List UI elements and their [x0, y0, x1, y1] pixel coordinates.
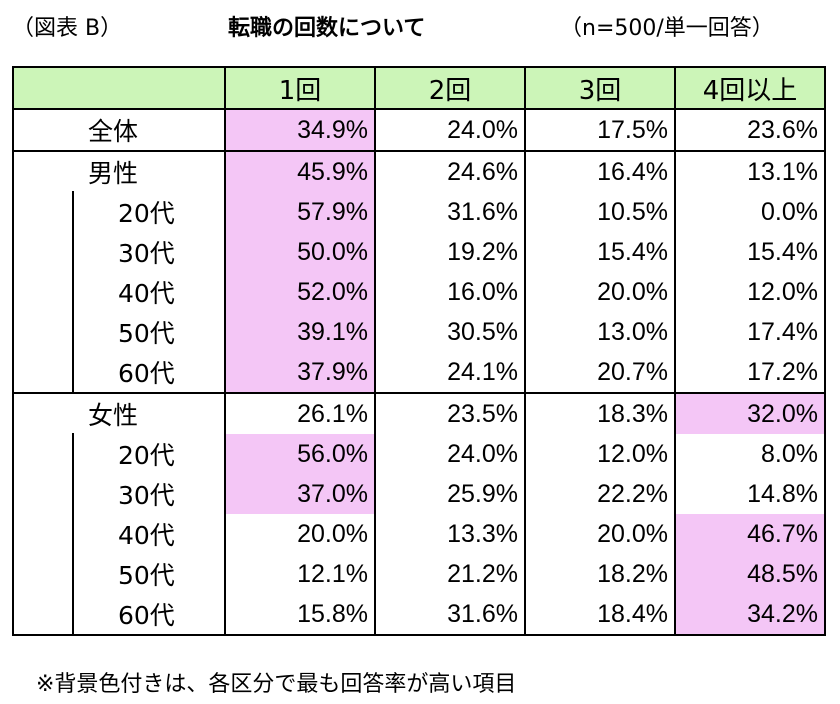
row-label: 男性 — [12, 150, 226, 192]
value-cell: 23.5% — [374, 392, 526, 434]
table-row: 女性 26.1% 23.5% 18.3% 32.0% — [12, 392, 826, 434]
value-cell: 8.0% — [674, 434, 826, 474]
value-cell: 15.4% — [524, 232, 676, 272]
value-cell: 18.3% — [524, 392, 676, 434]
value-cell: 17.4% — [674, 312, 826, 352]
value-cell: 15.4% — [674, 232, 826, 272]
value-cell: 46.7% — [674, 514, 826, 554]
value-cell: 18.2% — [524, 554, 676, 594]
table-row: 20代 56.0% 24.0% 12.0% 8.0% — [12, 434, 826, 474]
value-cell: 39.1% — [224, 312, 376, 352]
value-cell: 18.4% — [524, 594, 676, 636]
value-cell: 34.2% — [674, 594, 826, 636]
value-cell: 24.0% — [374, 108, 526, 151]
corner-cell — [12, 66, 226, 110]
row-label: 全体 — [12, 108, 226, 151]
value-cell: 45.9% — [224, 150, 376, 192]
value-cell: 37.9% — [224, 352, 376, 393]
value-cell: 16.4% — [524, 150, 676, 192]
value-cell: 50.0% — [224, 232, 376, 272]
table-row: 30代 50.0% 19.2% 15.4% 15.4% — [12, 232, 826, 272]
value-cell: 20.7% — [524, 352, 676, 393]
row-label: 60代 — [12, 594, 226, 636]
footnote: ※背景色付きは、各区分で最も回答率が高い項目 — [36, 672, 517, 697]
row-label: 30代 — [12, 232, 226, 272]
table-row: 40代 52.0% 16.0% 20.0% 12.0% — [12, 272, 826, 312]
value-cell: 21.2% — [374, 554, 526, 594]
value-cell: 17.2% — [674, 352, 826, 393]
row-label: 50代 — [12, 554, 226, 594]
value-cell: 13.0% — [524, 312, 676, 352]
value-cell: 24.1% — [374, 352, 526, 393]
value-cell: 34.9% — [224, 108, 376, 151]
row-label: 20代 — [12, 192, 226, 232]
value-cell: 0.0% — [674, 192, 826, 232]
column-header: 2回 — [374, 66, 526, 110]
row-label: 40代 — [12, 272, 226, 312]
value-cell: 13.1% — [674, 150, 826, 192]
value-cell: 30.5% — [374, 312, 526, 352]
group-divider-line — [72, 191, 74, 392]
table-body: 全体 34.9% 24.0% 17.5% 23.6% 男性 45.9% 24.6% 16.4% 1… — [12, 108, 826, 636]
value-cell: 12.1% — [224, 554, 376, 594]
row-label: 女性 — [12, 392, 226, 434]
value-cell: 56.0% — [224, 434, 376, 474]
table-row: 30代 37.0% 25.9% 22.2% 14.8% — [12, 474, 826, 514]
column-header-row: 1回 2回 3回 4回以上 — [12, 66, 826, 110]
value-cell: 20.0% — [224, 514, 376, 554]
value-cell: 10.5% — [524, 192, 676, 232]
value-cell: 22.2% — [524, 474, 676, 514]
value-cell: 32.0% — [674, 392, 826, 434]
value-cell: 26.1% — [224, 392, 376, 434]
value-cell: 16.0% — [374, 272, 526, 312]
value-cell: 24.6% — [374, 150, 526, 192]
row-label: 30代 — [12, 474, 226, 514]
figure-label: （図表 B） — [12, 16, 123, 41]
table-row: 50代 39.1% 30.5% 13.0% 17.4% — [12, 312, 826, 352]
table-title: 転職の回数について — [228, 16, 426, 41]
value-cell: 25.9% — [374, 474, 526, 514]
value-cell: 20.0% — [524, 514, 676, 554]
column-header: 4回以上 — [674, 66, 826, 110]
row-label: 50代 — [12, 312, 226, 352]
group-divider-line — [72, 433, 74, 634]
table-row: 40代 20.0% 13.3% 20.0% 46.7% — [12, 514, 826, 554]
data-table: 1回 2回 3回 4回以上 全体 34.9% 24.0% 17.5% 23.6% 男性 45.9%… — [12, 66, 826, 636]
row-label: 20代 — [12, 434, 226, 474]
table-row: 60代 37.9% 24.1% 20.7% 17.2% — [12, 352, 826, 393]
value-cell: 14.8% — [674, 474, 826, 514]
value-cell: 20.0% — [524, 272, 676, 312]
value-cell: 24.0% — [374, 434, 526, 474]
table-header: （図表 B） 転職の回数について （n=500/単一回答） — [0, 6, 840, 46]
value-cell: 12.0% — [524, 434, 676, 474]
row-label: 40代 — [12, 514, 226, 554]
value-cell: 15.8% — [224, 594, 376, 636]
value-cell: 31.6% — [374, 594, 526, 636]
column-header: 3回 — [524, 66, 676, 110]
table-row: 全体 34.9% 24.0% 17.5% 23.6% — [12, 108, 826, 151]
table-row: 男性 45.9% 24.6% 16.4% 13.1% — [12, 150, 826, 192]
value-cell: 13.3% — [374, 514, 526, 554]
table-row: 20代 57.9% 31.6% 10.5% 0.0% — [12, 192, 826, 232]
value-cell: 17.5% — [524, 108, 676, 151]
row-label: 60代 — [12, 352, 226, 393]
value-cell: 23.6% — [674, 108, 826, 151]
sample-info: （n=500/単一回答） — [560, 16, 774, 41]
value-cell: 48.5% — [674, 554, 826, 594]
value-cell: 52.0% — [224, 272, 376, 312]
value-cell: 57.9% — [224, 192, 376, 232]
table-row: 60代 15.8% 31.6% 18.4% 34.2% — [12, 594, 826, 636]
value-cell: 19.2% — [374, 232, 526, 272]
column-header: 1回 — [224, 66, 376, 110]
value-cell: 31.6% — [374, 192, 526, 232]
value-cell: 12.0% — [674, 272, 826, 312]
table-row: 50代 12.1% 21.2% 18.2% 48.5% — [12, 554, 826, 594]
value-cell: 37.0% — [224, 474, 376, 514]
